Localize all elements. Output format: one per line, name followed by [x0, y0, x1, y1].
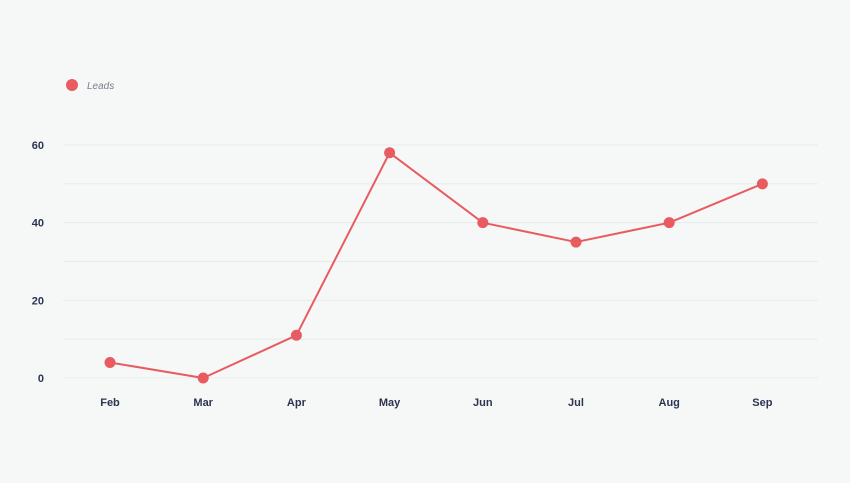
legend: Leads [66, 79, 114, 92]
y-tick-label: 0 [38, 373, 44, 385]
data-point[interactable] [756, 178, 768, 190]
grid [63, 144, 818, 379]
data-point[interactable] [384, 147, 396, 159]
data-point[interactable] [570, 236, 582, 248]
data-point[interactable] [290, 329, 302, 341]
series-line [109, 151, 764, 379]
x-tick-label: Aug [659, 397, 680, 409]
x-tick-label: Jul [568, 397, 584, 409]
x-tick-label: Jun [473, 397, 493, 409]
x-tick-label: Mar [193, 397, 213, 409]
series-leads [104, 147, 768, 384]
x-tick-label: May [379, 397, 401, 409]
x-tick-label: Sep [752, 397, 772, 409]
legend-marker-leads [66, 79, 78, 91]
data-point[interactable] [197, 372, 209, 384]
y-tick-label: 40 [32, 218, 44, 230]
y-axis: 0 20 40 60 [32, 140, 44, 385]
data-point[interactable] [477, 217, 489, 229]
legend-label-leads: Leads [87, 81, 114, 92]
data-point[interactable] [663, 217, 675, 229]
y-tick-label: 60 [32, 140, 44, 152]
data-point[interactable] [104, 356, 116, 368]
y-tick-label: 20 [32, 295, 44, 307]
x-tick-label: Apr [287, 397, 307, 409]
x-axis: Feb Mar Apr May Jun Jul Aug Sep [100, 397, 773, 409]
x-tick-label: Feb [100, 397, 120, 409]
